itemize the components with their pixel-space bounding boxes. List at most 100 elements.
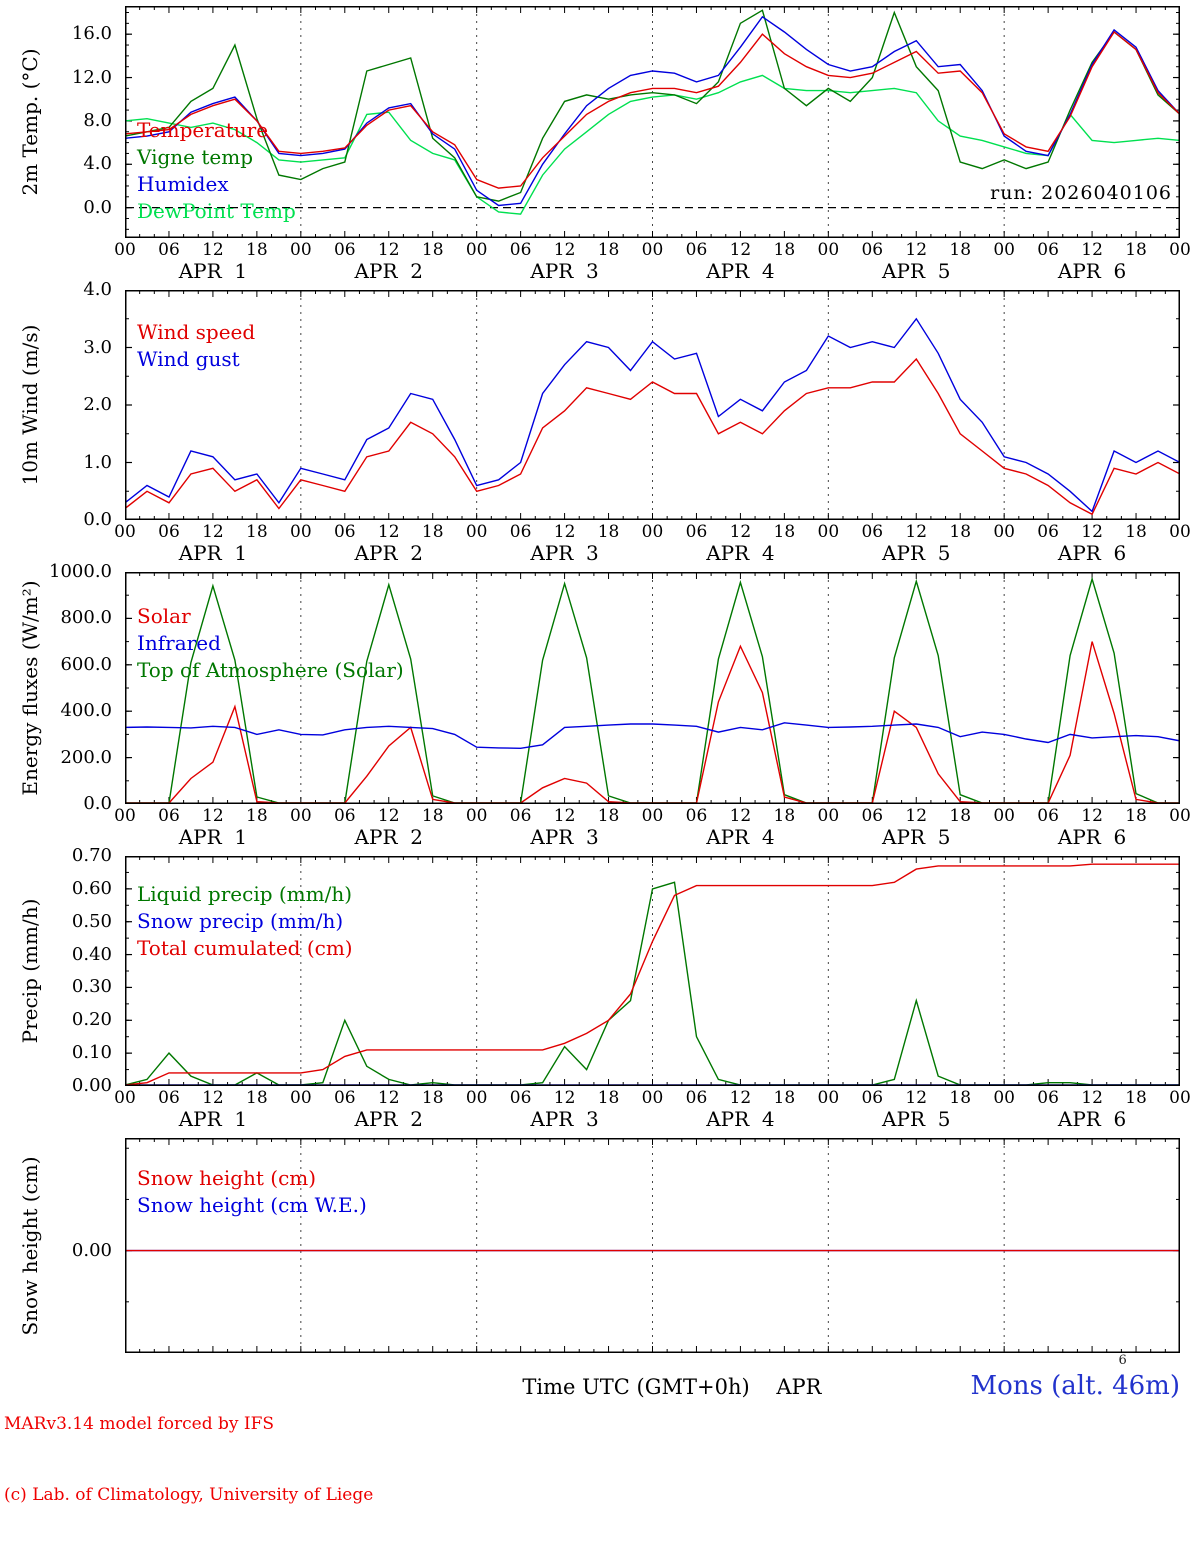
hour-tick-label: 00 xyxy=(114,240,136,260)
legend-top-of-atmosphere-solar: Top of Atmosphere (Solar) xyxy=(137,658,404,682)
day-label: APR 2 xyxy=(354,541,423,565)
day-label: APR 4 xyxy=(706,1107,775,1131)
snow-plot-area xyxy=(124,1138,1181,1354)
day-label: APR 6 xyxy=(1057,259,1127,283)
hour-tick-label: 18 xyxy=(421,240,444,260)
hour-tick-label: 12 xyxy=(1081,522,1103,542)
hour-tick-label: 18 xyxy=(1125,1088,1147,1108)
station-label: 6 Mons (alt. 46m) xyxy=(970,1353,1180,1401)
hour-tick-label: 18 xyxy=(246,1088,268,1108)
hour-tick-label: 06 xyxy=(509,522,532,542)
day-label: APR 2 xyxy=(354,259,423,283)
hour-tick-label: 06 xyxy=(1037,522,1059,542)
hour-tick-label: 00 xyxy=(114,1088,136,1108)
y-tick-label: 0.60 xyxy=(71,877,112,899)
hour-tick-label: 06 xyxy=(333,806,356,826)
hour-tick-label: 00 xyxy=(817,1088,840,1108)
hour-tick-label: 18 xyxy=(421,1088,444,1108)
energy-fluxes-chart xyxy=(124,571,1181,805)
infrared-line xyxy=(124,722,1181,750)
y-tick-label: 0.0 xyxy=(83,509,112,530)
total-cumulated-line xyxy=(124,863,1180,1086)
day-label: APR 2 xyxy=(354,1107,423,1131)
hour-tick-label: 12 xyxy=(553,806,576,826)
hour-tick-label: 06 xyxy=(158,240,180,260)
hour-tick-label: 06 xyxy=(861,522,884,542)
wind-panel: 10m Wind (m/s) 0.0 1.0 2.0 3.0 4.0 Wind speed… xyxy=(0,279,1194,566)
y-tick-label: 4.0 xyxy=(83,279,112,300)
legend-snow-height-cm-w-e: Snow height (cm W.E.) xyxy=(137,1193,367,1217)
hour-tick-label: 06 xyxy=(861,1088,884,1108)
hour-tick-label: 12 xyxy=(729,1088,752,1108)
hour-tick-label: 12 xyxy=(905,240,928,260)
day-label: APR 3 xyxy=(530,1107,599,1131)
vigne-temp-line xyxy=(124,9,1181,202)
hour-tick-label: 06 xyxy=(685,1088,708,1108)
hour-tick-label: 00 xyxy=(290,522,312,542)
hour-tick-label: 06 xyxy=(333,522,356,542)
hour-tick-label: 06 xyxy=(158,522,180,542)
legend-snow-height-cm: Snow height (cm) xyxy=(137,1166,317,1190)
hour-tick-label: 18 xyxy=(421,806,444,826)
legend-wind-gust: Wind gust xyxy=(137,347,240,371)
y-tick-label: 0.10 xyxy=(71,1042,112,1064)
hour-tick-label: 06 xyxy=(685,806,708,826)
day-label: APR 6 xyxy=(1057,1107,1127,1131)
day-label: APR 1 xyxy=(178,541,248,565)
y-tick-label: 0.0 xyxy=(83,793,112,814)
hour-tick-label: 00 xyxy=(641,1088,664,1108)
hour-tick-label: 18 xyxy=(949,1088,972,1108)
day-label: APR 5 xyxy=(882,541,951,565)
hour-tick-label: 00 xyxy=(993,522,1015,542)
hour-tick-label: 18 xyxy=(597,806,620,826)
day-label: APR 1 xyxy=(178,1107,248,1131)
hour-tick-label: 18 xyxy=(246,806,268,826)
y-tick-label: 0.00 xyxy=(71,1075,112,1096)
hour-tick-label: 12 xyxy=(1081,806,1103,826)
hour-tick-label: 00 xyxy=(993,1088,1015,1108)
station-name: Mons (alt. 46m) xyxy=(970,1371,1180,1401)
y-tick-label: 0.40 xyxy=(71,943,112,965)
day-label: APR 4 xyxy=(706,825,775,849)
hour-tick-label: 12 xyxy=(729,522,752,542)
day-label: APR 1 xyxy=(178,259,248,283)
temperature-panel: 2m Temp. (°C) run: 2026040106 0.0 4.0 8.0 1… xyxy=(0,6,1194,284)
credit-line-2: (c) Lab. of Climatology, University of L… xyxy=(4,1484,374,1505)
day-label: APR 4 xyxy=(706,259,775,283)
hour-tick-label: 06 xyxy=(333,240,356,260)
hour-tick-label: 12 xyxy=(553,240,576,260)
hour-tick-label: 12 xyxy=(553,1088,576,1108)
hour-tick-label: 06 xyxy=(158,806,180,826)
y-tick-label: 12.0 xyxy=(71,66,112,88)
hour-tick-label: 12 xyxy=(377,240,400,260)
legend-liquid-precip-mm-h: Liquid precip (mm/h) xyxy=(137,882,353,906)
hour-tick-label: 18 xyxy=(949,522,972,542)
y-tick-label: 200.0 xyxy=(60,746,112,768)
hour-tick-label: 00 xyxy=(817,240,840,260)
time-axis-title: Time UTC (GMT+0h) APR xyxy=(522,1375,822,1399)
hour-tick-label: 12 xyxy=(905,1088,928,1108)
hour-tick-label: 18 xyxy=(773,806,796,826)
y-tick-label: 800.0 xyxy=(60,607,112,629)
day-label: APR 4 xyxy=(706,541,775,565)
hour-tick-label: 00 xyxy=(1169,1088,1191,1108)
hour-tick-label: 06 xyxy=(1037,240,1059,260)
hour-tick-label: 00 xyxy=(641,806,664,826)
precip-chart xyxy=(124,855,1181,1087)
y-tick-label: 0.50 xyxy=(71,910,112,932)
y-tick-label: 0.30 xyxy=(71,976,112,998)
y-tick-label: 1.0 xyxy=(83,451,112,473)
wind-plot-area xyxy=(124,289,1181,521)
hour-tick-label: 18 xyxy=(597,1088,620,1108)
hour-tick-label: 12 xyxy=(1081,240,1103,260)
hour-tick-label: 06 xyxy=(333,1088,356,1108)
y-tick-label: 8.0 xyxy=(83,109,112,131)
hour-tick-label: 00 xyxy=(993,240,1015,260)
hour-tick-label: 06 xyxy=(509,240,532,260)
snow-height-chart xyxy=(124,1138,1181,1354)
hour-tick-label: 00 xyxy=(465,522,488,542)
hour-tick-label: 18 xyxy=(597,240,620,260)
legend-snow-precip-mm-h: Snow precip (mm/h) xyxy=(137,909,344,933)
hour-tick-label: 18 xyxy=(1125,806,1147,826)
